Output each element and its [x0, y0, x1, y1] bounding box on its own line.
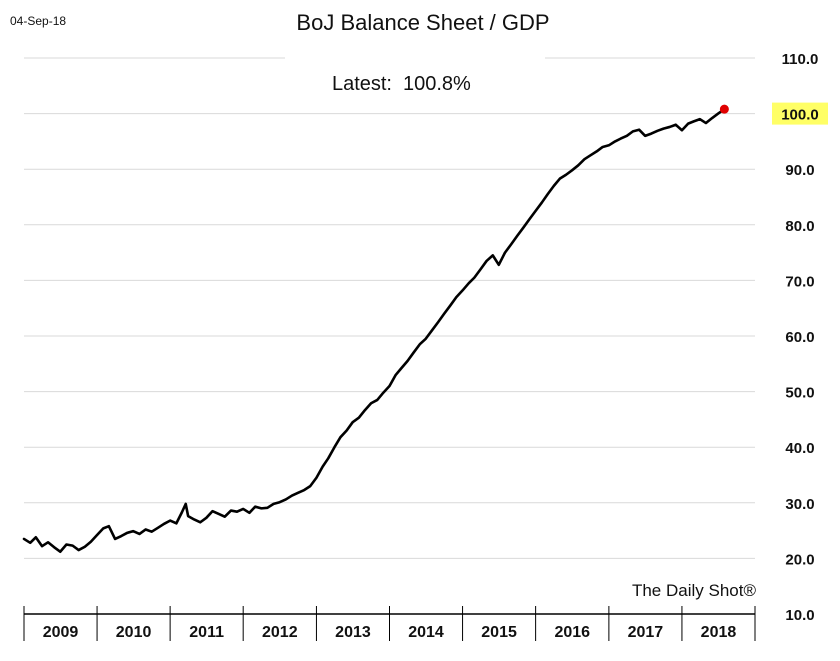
x-tick-label-2015: 2015	[481, 624, 517, 641]
annotation-value: 100.8%	[403, 73, 471, 95]
annotation-box	[285, 56, 545, 106]
ytick-label-60-0: 60.0	[785, 329, 814, 346]
x-tick-label-2018: 2018	[701, 624, 737, 641]
ytick-label-70-0: 70.0	[785, 273, 814, 290]
x-axis: 2009 2010 2011 2012 2013 2014 2015 2016 2017 2018	[23, 606, 756, 641]
ytick-label-50-0: 50.0	[785, 385, 814, 402]
annotation-label: Latest:	[332, 73, 392, 95]
ytick-label-40-0: 40.0	[785, 440, 814, 457]
ytick-highlight	[772, 102, 828, 125]
ytick-label-90-0: 90.0	[785, 162, 814, 179]
chart-title: BoJ Balance Sheet / GDP	[296, 10, 549, 35]
series-line	[22, 107, 726, 554]
latest-annotation: Latest: 100.8%	[285, 56, 545, 106]
latest-point-marker	[719, 104, 729, 114]
x-tick-label-2010: 2010	[116, 624, 152, 641]
ytick-label-100-0: 100.0	[781, 107, 819, 124]
watermark: The Daily Shot®	[632, 581, 756, 600]
x-tick-label-2017: 2017	[628, 624, 664, 641]
ytick-label-20-0: 20.0	[785, 551, 814, 568]
series-group	[22, 104, 729, 554]
x-tick-label-2011: 2011	[189, 624, 224, 641]
x-tick-label-2016: 2016	[554, 624, 590, 641]
x-tick-label-2012: 2012	[262, 624, 298, 641]
date-stamp: 04-Sep-18	[10, 14, 66, 28]
ytick-label-110-0: 110.0	[782, 51, 819, 68]
x-tick-label-2013: 2013	[335, 624, 371, 641]
ytick-label-80-0: 80.0	[785, 218, 814, 235]
x-tick-label-2014: 2014	[408, 624, 444, 641]
x-tick-label-2009: 2009	[43, 624, 79, 641]
ytick-label-30-0: 30.0	[785, 496, 814, 513]
gridlines	[24, 57, 755, 559]
ytick-label-10-0: 10.0	[785, 607, 814, 624]
y-axis: 10.0 20.0 30.0 40.0 50.0 60.0 70.0 80.0 90.0 100.…	[772, 51, 828, 624]
